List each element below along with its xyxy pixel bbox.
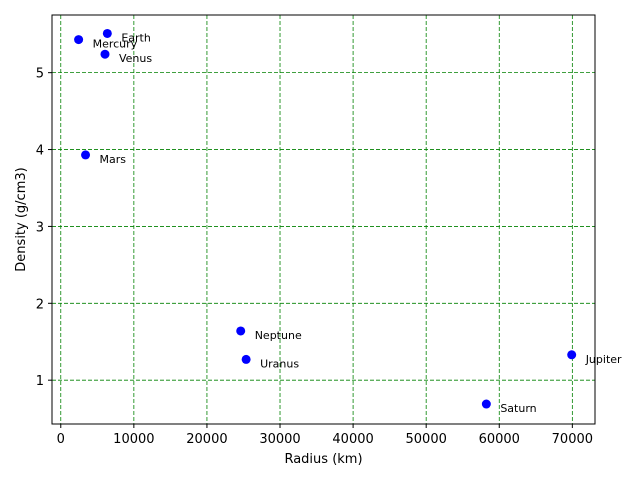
data-point — [102, 28, 112, 38]
data-point — [241, 354, 251, 364]
point-label: Uranus — [260, 357, 299, 370]
data-point — [567, 350, 577, 360]
data-point — [236, 326, 246, 336]
x-axis-label: Radius (km) — [284, 452, 362, 467]
x-tick-label: 60000 — [479, 432, 520, 447]
axis-ticks: 0 10000 20000 30000 40000 50000 60000 70000 1 2 3 4… — [36, 67, 593, 447]
point-label: Earth — [121, 31, 151, 44]
x-tick-label: 40000 — [332, 432, 373, 447]
x-tick-label: 20000 — [186, 432, 227, 447]
point-label: Saturn — [500, 402, 536, 415]
point-label: Jupiter — [585, 353, 622, 366]
y-tick-label: 1 — [36, 374, 44, 389]
data-point — [100, 49, 110, 59]
grid — [52, 15, 595, 424]
point-label: Neptune — [255, 329, 302, 342]
point-label: Mars — [100, 153, 127, 166]
data-point — [74, 35, 84, 45]
x-tick-label: 70000 — [552, 432, 593, 447]
plot-frame — [51, 14, 596, 425]
data-point — [481, 399, 491, 409]
y-tick-label: 2 — [36, 297, 44, 312]
y-tick-label: 5 — [36, 67, 44, 82]
x-tick-label: 30000 — [259, 432, 300, 447]
y-axis-label: Density (g/cm3) — [14, 167, 29, 271]
x-tick-label: 10000 — [113, 432, 154, 447]
data-point — [81, 150, 91, 160]
point-label: Venus — [119, 52, 152, 65]
y-tick-label: 3 — [36, 220, 44, 235]
x-tick-label: 50000 — [406, 432, 447, 447]
x-tick-label: 0 — [57, 432, 65, 447]
y-tick-label: 4 — [36, 144, 44, 159]
point-label: Mercury — [93, 38, 138, 51]
